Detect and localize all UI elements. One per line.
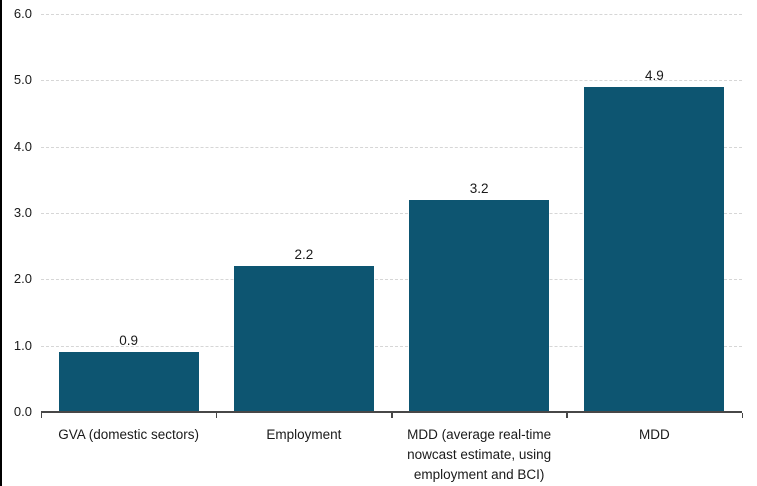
y-tick-label: 3.0 xyxy=(13,205,32,220)
y-tick-label: 2.0 xyxy=(13,271,32,287)
bar-value-label: 3.2 xyxy=(469,180,489,196)
x-axis-tick xyxy=(566,413,568,418)
y-tick-label: 0.0 xyxy=(13,404,32,419)
x-axis-tick xyxy=(391,413,393,418)
x-tick-label: GVA (domestic sectors) xyxy=(58,427,200,442)
bar-value-label: 4.9 xyxy=(644,67,664,83)
y-tick-label: 1.0 xyxy=(13,337,32,353)
bar xyxy=(233,266,374,412)
gridline xyxy=(41,14,742,15)
page-left-border xyxy=(0,0,2,486)
bar-value-label: 0.9 xyxy=(119,333,139,349)
gridline xyxy=(41,279,742,281)
gridline xyxy=(41,345,742,347)
y-tick-label: 5.0 xyxy=(13,72,32,88)
y-tick-label: 4.0 xyxy=(13,138,32,154)
x-axis-line xyxy=(41,411,742,413)
x-tick-label: Employment xyxy=(266,427,342,442)
x-axis-tick xyxy=(40,413,42,418)
x-axis-tick xyxy=(215,413,218,418)
y-tick-label: 6.0 xyxy=(13,6,32,21)
bar xyxy=(584,86,725,412)
bar xyxy=(58,352,199,412)
x-tick-label: MDD (average real-time nowcast estimate,… xyxy=(407,427,552,482)
gridline xyxy=(41,146,742,148)
bar xyxy=(409,199,550,412)
gridline xyxy=(41,213,742,214)
bar-value-label: 2.2 xyxy=(294,247,314,263)
gridline xyxy=(41,80,742,82)
x-axis-tick xyxy=(741,413,743,418)
x-tick-label: MDD xyxy=(639,427,670,442)
